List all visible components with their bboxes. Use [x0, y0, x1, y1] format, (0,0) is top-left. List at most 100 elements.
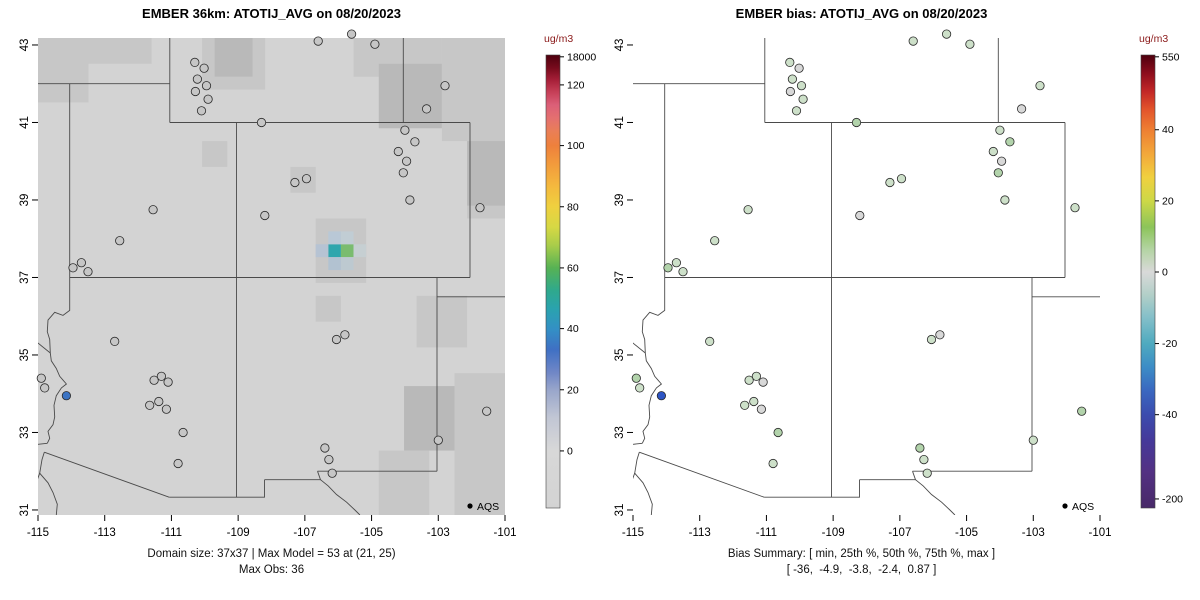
raster-cell — [340, 257, 354, 271]
station-marker — [61, 391, 72, 401]
station-marker — [631, 373, 641, 383]
station-marker — [340, 330, 350, 340]
station-marker — [313, 36, 323, 46]
station-marker — [346, 29, 357, 39]
station-marker — [1005, 137, 1015, 147]
model-legend: AQS — [467, 501, 499, 513]
station-marker — [749, 396, 759, 407]
station-marker — [405, 195, 415, 205]
lon-tick-label: -103 — [427, 527, 450, 539]
border-path — [633, 442, 643, 445]
lat-tick-label: 39 — [19, 194, 31, 207]
lon-tick-label: -101 — [493, 527, 516, 539]
station-marker — [320, 443, 330, 453]
station-marker — [705, 336, 715, 346]
colorbar-tick-label: 0 — [1162, 266, 1168, 278]
state-borders — [633, 38, 1100, 515]
raster-patch — [404, 386, 455, 451]
colorbar-ramp — [1140, 54, 1156, 509]
station-marker — [393, 146, 403, 157]
station-marker — [671, 258, 682, 268]
station-marker — [1000, 195, 1010, 205]
station-marker — [433, 435, 443, 445]
lat-tick-label: 37 — [19, 271, 31, 284]
bias-colorbar: 550 40 20 0 -20 -40 -200 ug/m3 — [1139, 33, 1183, 509]
station-marker — [410, 137, 420, 147]
colorbar-ramp — [545, 54, 561, 509]
model-caption-maxobs: Max Obs: 36 — [238, 564, 305, 576]
lat-tick-label: 35 — [614, 349, 626, 362]
model-colorbar: 18000 120 100 80 60 40 20 0 ug/m3 — [544, 33, 596, 509]
colorbar-tick-label: 18000 — [567, 51, 596, 63]
raster-patch — [315, 295, 341, 322]
station-marker — [199, 63, 209, 73]
station-marker — [758, 377, 768, 387]
station-marker — [740, 400, 750, 410]
colorbar-tick-label: -20 — [1162, 338, 1177, 350]
station-marker — [635, 383, 645, 393]
border-path — [320, 479, 361, 515]
model-raster — [38, 38, 505, 515]
legend-label: AQS — [1072, 501, 1094, 513]
lat-tick-label: 41 — [614, 116, 626, 129]
colorbar-tick-label: -40 — [1162, 409, 1177, 421]
station-marker — [40, 383, 50, 393]
station-marker — [965, 39, 975, 49]
station-marker — [915, 443, 925, 453]
station-marker — [1070, 203, 1080, 213]
raster-patch — [202, 141, 228, 167]
lon-tick-label: -111 — [756, 527, 777, 539]
station-marker — [256, 117, 267, 128]
bias-stations — [631, 29, 1087, 478]
lon-tick-label: -113 — [689, 527, 711, 539]
station-marker — [678, 267, 688, 277]
raster-cell — [328, 257, 341, 271]
bias-panel-title: EMBER bias: ATOTIJ_AVG on 08/20/2023 — [735, 6, 988, 21]
lat-tick-label: 41 — [19, 116, 31, 129]
station-marker — [400, 125, 410, 135]
lon-tick-label: -115 — [27, 527, 49, 539]
station-marker — [161, 404, 171, 414]
colorbar-tick-label: 100 — [567, 140, 585, 152]
station-marker — [192, 74, 202, 84]
bias-map: -115 -113 -111 -109 -107 -105 -103 -101 31 33 35 37… — [614, 29, 1183, 539]
model-panel: EMBER 36km: ATOTIJ_AVG on 08/20/2023 -11… — [19, 6, 596, 576]
lat-tick-label: 33 — [614, 426, 626, 439]
station-marker — [993, 168, 1003, 178]
lon-tick-label: -105 — [360, 527, 383, 539]
station-marker — [851, 117, 862, 128]
lon-tick-label: -107 — [888, 527, 911, 539]
station-marker — [68, 263, 78, 273]
station-marker — [1028, 435, 1038, 445]
border-path — [764, 479, 860, 498]
lat-tick-label: 31 — [614, 504, 626, 517]
station-marker — [203, 94, 213, 104]
border-path — [169, 479, 265, 498]
station-marker — [855, 210, 865, 221]
bias-legend: AQS — [1062, 501, 1094, 513]
legend-dot-icon — [1062, 503, 1068, 509]
station-marker — [115, 236, 125, 246]
station-marker — [756, 404, 766, 414]
colorbar-unit-label: ug/m3 — [1139, 33, 1168, 45]
station-marker — [796, 81, 807, 91]
border-path — [859, 471, 917, 481]
station-marker — [327, 468, 337, 478]
lon-tick-label: -103 — [1022, 527, 1045, 539]
raster-patch — [378, 450, 430, 515]
border-path — [38, 342, 51, 354]
lon-tick-label: -105 — [955, 527, 978, 539]
station-marker — [475, 203, 485, 213]
border-path — [633, 342, 646, 354]
lon-tick-label: -101 — [1088, 527, 1111, 539]
station-marker — [190, 57, 200, 68]
border-path — [641, 277, 666, 444]
colorbar-tick-label: 120 — [567, 79, 585, 91]
lat-tick-label: 39 — [614, 194, 626, 207]
station-marker — [988, 146, 998, 157]
colorbar-tick-label: 0 — [567, 445, 573, 457]
station-marker — [290, 177, 300, 188]
station-marker — [440, 81, 450, 91]
station-marker — [787, 74, 797, 84]
raster-cell — [328, 231, 341, 245]
